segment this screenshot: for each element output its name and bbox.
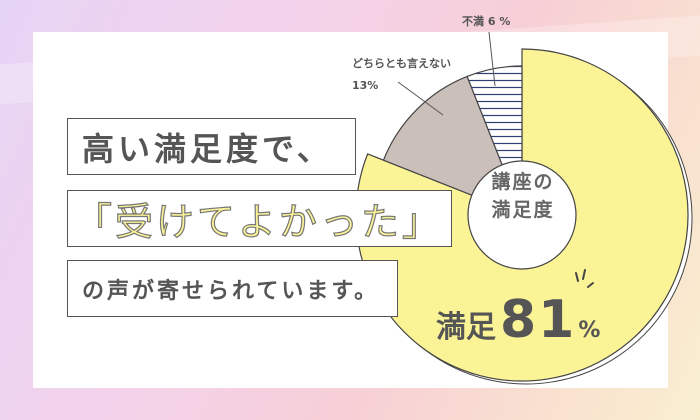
headline-text-2: 「受けてよかった」 <box>73 199 444 244</box>
sparkle-mark <box>582 269 586 280</box>
sparkle-mark <box>587 282 594 288</box>
headline-text-1: 高い満足度で、 <box>82 129 333 168</box>
headline-line-2: 「受けてよかった」 <box>67 190 452 247</box>
pie-center-label: 講座の 満足度 <box>470 168 576 224</box>
label-dissatisfied-name: 不満 <box>462 15 484 28</box>
sparkle-mark <box>575 272 579 282</box>
label-satisfied-value: 81 <box>500 290 577 350</box>
label-neutral: どちらとも言えない 13% <box>352 53 451 97</box>
center-label-line-1: 講座の <box>491 171 555 193</box>
label-dissatisfied: 不満 6 % <box>462 13 510 29</box>
headline-line-3: の声が寄せられています。 <box>67 260 398 317</box>
label-neutral-name: どちらとも言えない <box>352 57 451 70</box>
label-satisfied-unit: % <box>578 318 601 343</box>
headline-line-1: 高い満足度で、 <box>67 118 356 175</box>
headline-text-3: の声が寄せられています。 <box>82 278 380 304</box>
leader-line-dissatisfied <box>488 31 496 87</box>
label-neutral-value: 13% <box>352 79 379 92</box>
pie-center-hole <box>467 160 577 270</box>
label-satisfied: 満足 81 % <box>436 290 600 350</box>
label-satisfied-name: 満足 <box>436 310 496 345</box>
center-label-line-2: 満足度 <box>491 199 555 221</box>
leader-line-neutral <box>397 81 444 116</box>
label-dissatisfied-value: 6 % <box>487 15 511 28</box>
